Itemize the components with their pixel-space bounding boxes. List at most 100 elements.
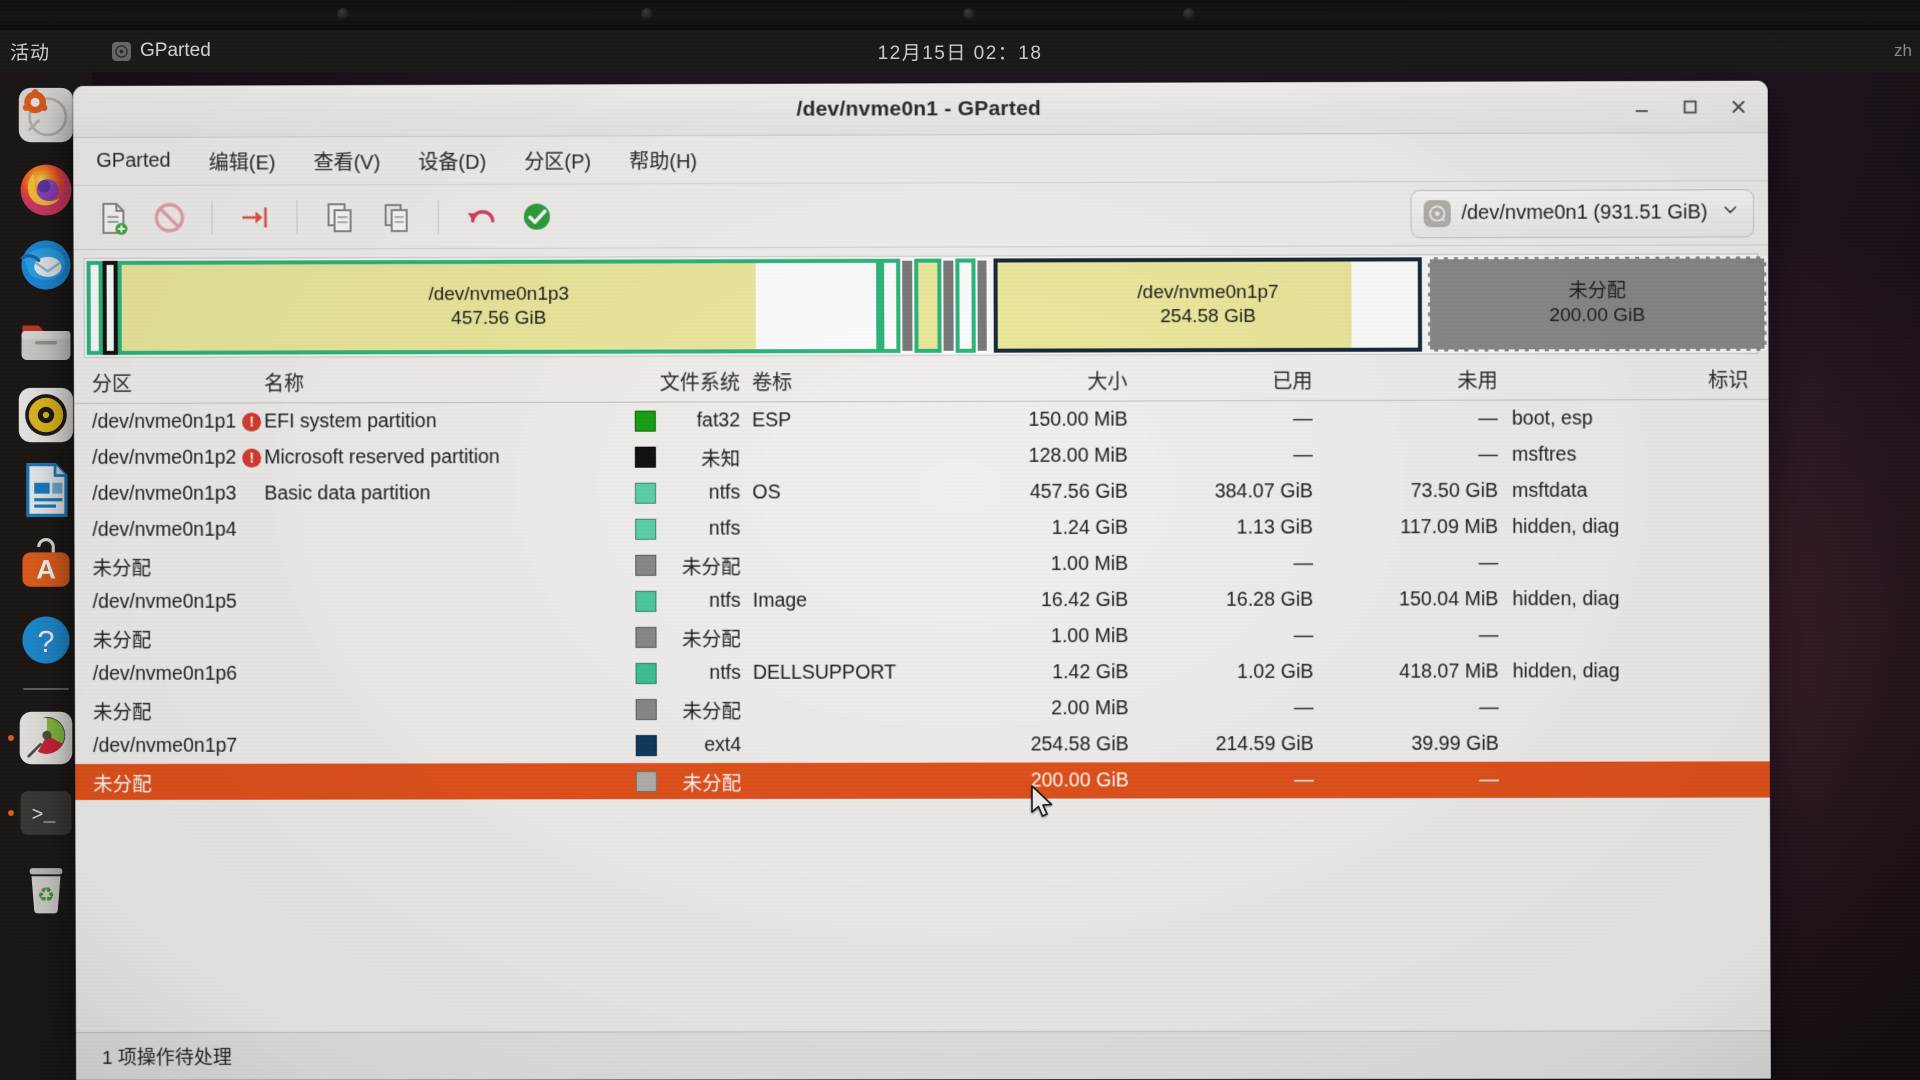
cell-filesystem: ext4 (510, 733, 741, 756)
cell-size: 2.00 MiB (1051, 696, 1129, 719)
table-row[interactable]: 未分配 未分配 1.00 MiB — — (75, 617, 1770, 656)
filesystem-color-swatch (635, 590, 657, 612)
dock-item-install-ubuntu[interactable] (15, 84, 77, 146)
table-row[interactable]: /dev/nvme0n1p1! EFI system partition fat32… (74, 400, 1769, 440)
menu-item-view[interactable]: 查看(V) (313, 152, 381, 175)
column-header-name[interactable]: 名称 (263, 373, 305, 396)
maximize-button[interactable] (1673, 90, 1707, 124)
svg-text:?: ? (37, 624, 54, 659)
dock-item-thunderbird[interactable] (15, 234, 77, 296)
graphic-segment-nvme0n1p7[interactable]: /dev/nvme0n1p7 254.58 GiB (993, 257, 1423, 353)
cell-partition: /dev/nvme0n1p5 (92, 590, 237, 613)
cell-used: 214.59 GiB (1215, 732, 1314, 755)
apply-check-icon (523, 202, 550, 229)
activities-button[interactable]: 活动 (10, 42, 51, 64)
clock[interactable]: 12月15日 02：18 (877, 42, 1043, 64)
cell-unused: 418.07 MiB (1399, 659, 1499, 683)
window-titlebar[interactable]: /dev/nvme0n1 - GParted (73, 80, 1768, 138)
graphic-used-fill (997, 261, 1352, 349)
dock-item-rhythmbox[interactable] (15, 384, 77, 446)
menu-item-edit[interactable]: 编辑(E) (208, 152, 276, 175)
copy-button[interactable] (313, 191, 365, 243)
dock-item-help[interactable]: ? (15, 609, 77, 671)
device-selector[interactable]: /dev/nvme0n1 (931.51 GiB) (1410, 188, 1755, 238)
table-row[interactable]: 未分配 未分配 2.00 MiB — — (75, 689, 1770, 728)
menu-item-device[interactable]: 设备(D) (418, 151, 487, 174)
column-header-flags[interactable]: 标识 (1708, 369, 1749, 393)
warning-icon[interactable]: ! (242, 448, 262, 468)
cell-partition-group: /dev/nvme0n1p4 (74, 518, 264, 541)
dock-item-trash[interactable]: ♻ (15, 857, 77, 919)
filesystem-name: 未分配 (682, 700, 742, 723)
minimize-button[interactable] (1625, 90, 1659, 124)
cell-partition: 未分配 (92, 557, 152, 580)
window-title: /dev/nvme0n1 - GParted (796, 96, 1042, 121)
graphic-segment-unallocated-selected[interactable]: 未分配 200.00 GiB (1428, 256, 1767, 352)
menu-item-help[interactable]: 帮助(H) (629, 151, 698, 174)
column-header-size[interactable]: 大小 (1087, 371, 1128, 394)
cell-filesystem: ntfs (510, 481, 741, 505)
warning-icon[interactable]: ! (242, 412, 262, 432)
table-row[interactable]: /dev/nvme0n1p4 ntfs 1.24 GiB 1.13 GiB 117.09… (74, 508, 1769, 548)
graphic-segment-unallocated-3[interactable] (975, 258, 990, 353)
menu-item-partition[interactable]: 分区(P) (524, 151, 592, 174)
dock-item-ubuntu-software[interactable]: A (15, 534, 77, 596)
cell-unused: — (1478, 443, 1498, 466)
paste-icon (384, 203, 408, 232)
resize-move-button[interactable] (228, 191, 280, 243)
cell-used: 384.07 GiB (1214, 479, 1313, 503)
cell-filesystem: fat32 (509, 409, 740, 433)
filesystem-color-swatch (635, 698, 657, 720)
dock-item-gparted[interactable] (8, 707, 77, 769)
graphic-segment-nvme0n1p4[interactable] (880, 258, 901, 353)
table-row[interactable]: 未分配 未分配 200.00 GiB — — (75, 761, 1770, 801)
graphic-segment-nvme0n1p3[interactable]: /dev/nvme0n1p3 457.56 GiB (117, 258, 881, 355)
new-document-icon (102, 202, 128, 235)
active-app-menu[interactable]: GParted (112, 40, 211, 62)
apply-button[interactable] (511, 190, 563, 242)
gparted-window: /dev/nvme0n1 - GParted GParted 编辑(E) 查看(… (73, 80, 1771, 1080)
graphic-segment-unallocated-1[interactable] (900, 258, 915, 353)
menu-item-gparted[interactable]: GParted (96, 149, 171, 172)
paste-button[interactable] (370, 190, 422, 242)
table-row[interactable]: /dev/nvme0n1p3 Basic data partition ntfs OS… (74, 472, 1769, 512)
dock-item-libreoffice-writer[interactable] (15, 459, 77, 521)
rhythmbox-icon (18, 387, 74, 443)
graphic-segment-nvme0n1p1[interactable] (86, 260, 104, 355)
graphic-segment-nvme0n1p6[interactable] (955, 258, 976, 353)
table-row[interactable]: 未分配 未分配 1.00 MiB — — (74, 545, 1769, 584)
cell-name (264, 529, 509, 530)
table-row[interactable]: /dev/nvme0n1p6 ntfs DELLSUPPORT 1.42 GiB 1.0… (75, 653, 1770, 692)
graphic-segment-nvme0n1p2[interactable] (102, 260, 118, 355)
column-header-filesystem[interactable]: 文件系统 (659, 372, 741, 395)
system-indicators[interactable]: zh (1894, 41, 1912, 60)
toolbar-spacer (567, 214, 1407, 216)
cell-unused: — (1478, 551, 1499, 574)
table-row[interactable]: /dev/nvme0n1p5 ntfs Image 16.42 GiB 16.28 Gi… (75, 581, 1770, 620)
cell-used: — (1293, 624, 1314, 647)
close-button[interactable] (1721, 90, 1755, 124)
cell-partition-group: 未分配 (75, 767, 265, 796)
table-row[interactable]: /dev/nvme0n1p2! Microsoft reserved partit… (74, 436, 1769, 476)
cell-unused: 150.04 MiB (1399, 587, 1499, 610)
undo-button[interactable] (455, 190, 507, 242)
graphic-segment-nvme0n1p5[interactable] (914, 258, 942, 353)
graphic-segment-unallocated-2[interactable] (941, 258, 956, 353)
table-row[interactable]: /dev/nvme0n1p7 ext4 254.58 GiB 214.59 GiB 39… (75, 725, 1770, 764)
column-header-label[interactable]: 卷标 (751, 372, 793, 395)
column-header-used[interactable]: 已用 (1272, 370, 1313, 394)
active-app-label: GParted (140, 40, 211, 61)
new-partition-button[interactable] (87, 191, 139, 243)
dock-item-terminal[interactable]: >_ (8, 782, 77, 844)
filesystem-color-swatch (634, 410, 656, 432)
column-header-unused[interactable]: 未用 (1457, 370, 1498, 393)
dock-item-firefox[interactable] (15, 159, 77, 221)
delete-partition-button[interactable] (143, 191, 195, 243)
toolbar-separator (211, 200, 213, 235)
column-header-partition[interactable]: 分区 (91, 373, 132, 396)
dock-item-files[interactable] (15, 309, 77, 371)
cell-flags: msftdata (1512, 479, 1588, 502)
cell-partition-group: /dev/nvme0n1p2! (74, 446, 264, 469)
filesystem-color-swatch (635, 626, 657, 648)
cell-filesystem: ntfs (510, 517, 741, 541)
